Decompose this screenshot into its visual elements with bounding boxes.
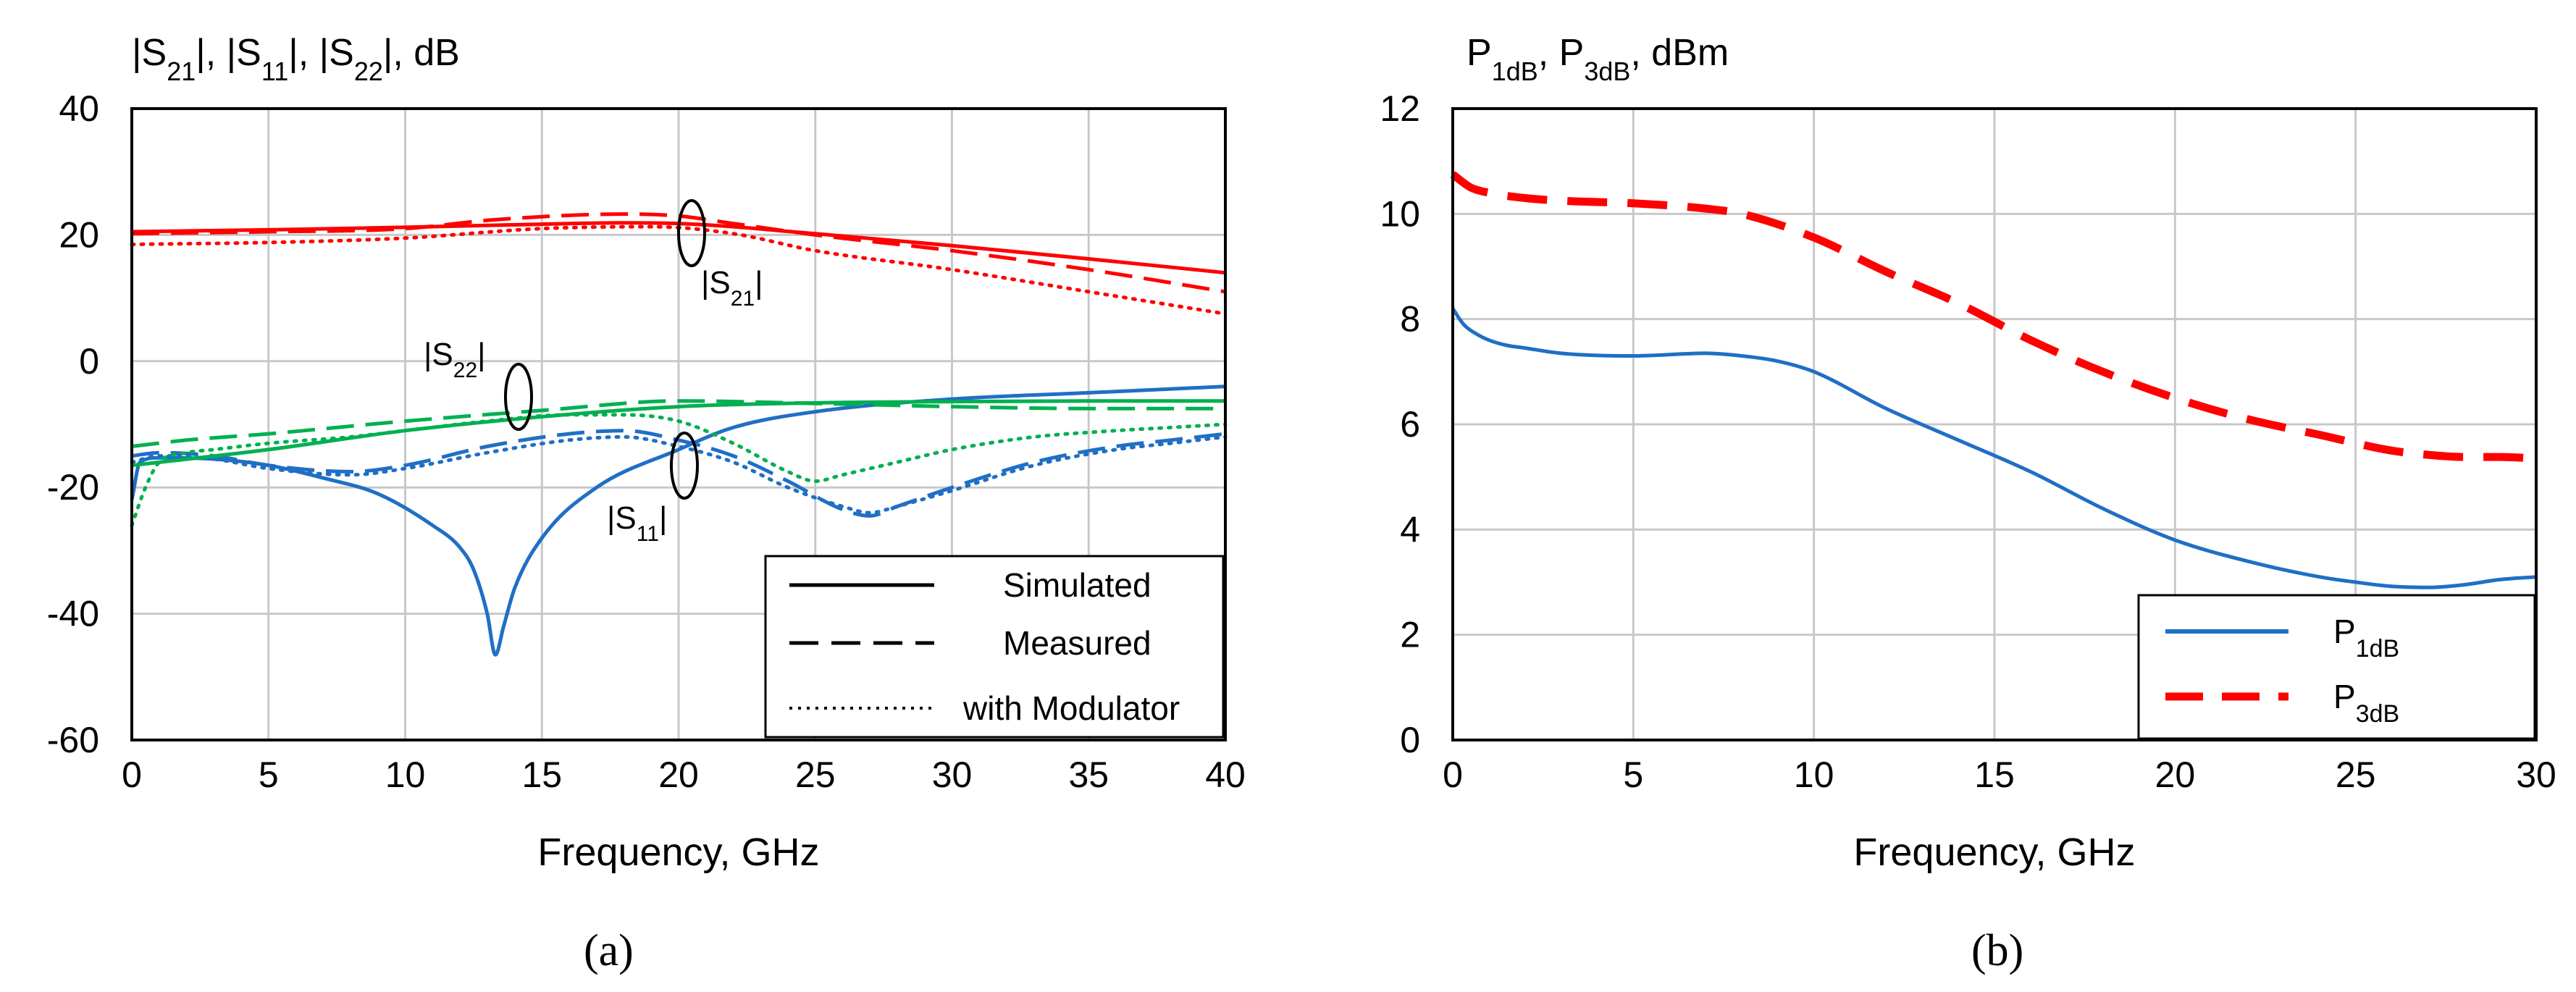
- x-tick-label: 0: [1443, 754, 1463, 795]
- panel-a-series: [130, 212, 1228, 657]
- y-tick-label: 2: [1400, 615, 1420, 655]
- panel-b-y-title: P1dB, P3dB, dBm: [1467, 32, 1729, 86]
- s22-annotation-ellipse: [504, 363, 533, 431]
- y-tick-label: 0: [79, 341, 99, 382]
- series-s11-with-modulator: [130, 434, 1228, 515]
- panel-a-gridlines: [132, 109, 1225, 740]
- x-tick-label: 30: [2516, 754, 2556, 795]
- y-tick-label: 10: [1380, 193, 1420, 234]
- s21-annotation-ellipse: [677, 199, 706, 267]
- x-tick-label: 5: [259, 754, 279, 795]
- panel-a-legend: Simulated Measured with Modulator: [764, 555, 1225, 739]
- x-tick-label: 20: [2155, 754, 2196, 795]
- panel-a-caption: (a): [584, 926, 634, 975]
- y-tick-label: 0: [1400, 720, 1420, 760]
- legend-measured-label: Measured: [1003, 624, 1151, 662]
- panel-a-chart: |S21|, |S11|, |S22|, dB 0 5 10 15 20 25 30 35 40…: [47, 32, 1246, 975]
- legend-p3db-label: P3dB: [2333, 678, 2399, 728]
- panel-a-y-title: |S21|, |S11|, |S22|, dB: [132, 32, 460, 86]
- y-tick-label: 40: [59, 88, 99, 129]
- panel-a-x-axis-label: Frequency, GHz: [537, 831, 819, 874]
- x-tick-label: 40: [1205, 754, 1246, 795]
- series-s21-with-modulator: [130, 224, 1228, 316]
- legend-with-modulator-label: with Modulator: [962, 689, 1180, 727]
- s11-annotation-ellipse: [670, 432, 699, 500]
- y-tick-label: 12: [1380, 88, 1420, 129]
- panel-b-tick-labels: 0 5 10 15 20 25 30 0 2 4 6 8 10 12: [1380, 88, 2556, 795]
- x-tick-label: 20: [658, 754, 699, 795]
- series-p3db: [1450, 171, 2537, 463]
- x-tick-label: 0: [122, 754, 142, 795]
- s21-annotation: |S21|: [701, 265, 763, 311]
- y-tick-label: 6: [1400, 404, 1420, 445]
- series-s21-measured: [131, 212, 1226, 294]
- series-s11-measured: [131, 429, 1226, 518]
- panel-a-tick-labels: 0 5 10 15 20 25 30 35 40 -60 -40 -20 0 20 40: [47, 88, 1246, 795]
- panel-b-legend-box: [2137, 594, 2536, 740]
- x-tick-label: 25: [795, 754, 836, 795]
- y-tick-label: 20: [59, 214, 99, 255]
- y-tick-label: -60: [47, 720, 99, 760]
- s11-annotation: |S11|: [607, 500, 667, 546]
- series-s22-measured: [131, 399, 1225, 448]
- x-tick-label: 30: [932, 754, 973, 795]
- series-p1db: [1451, 307, 2537, 589]
- x-tick-label: 15: [521, 754, 562, 795]
- x-tick-label: 15: [1974, 754, 2015, 795]
- panel-a-plot-frame: [130, 107, 1227, 741]
- legend-p1db-label: P1dB: [2333, 613, 2399, 663]
- x-tick-label: 25: [2336, 754, 2376, 795]
- panel-b-chart: P1dB, P3dB, dBm 0 5 10 15 20 25 30 0 2 4 6 8 10 12 Fr…: [1380, 32, 2556, 975]
- y-tick-label: -20: [47, 467, 99, 508]
- panel-b-plot-frame: [1451, 107, 2538, 741]
- legend-simulated-label: Simulated: [1003, 566, 1151, 604]
- panel-b-series: [1450, 171, 2537, 589]
- x-tick-label: 35: [1068, 754, 1109, 795]
- series-s22-with-modulator: [130, 413, 1228, 527]
- x-tick-label: 10: [385, 754, 426, 795]
- x-tick-label: 10: [1794, 754, 1834, 795]
- series-s22-simulated: [131, 399, 1225, 468]
- x-tick-label: 5: [1623, 754, 1643, 795]
- series-s21-simulated: [131, 221, 1226, 275]
- y-tick-label: 8: [1400, 299, 1420, 340]
- s22-annotation: |S22|: [424, 337, 486, 382]
- y-tick-label: 4: [1400, 509, 1420, 550]
- panel-b-x-axis-label: Frequency, GHz: [1853, 831, 2135, 874]
- panel-b-legend: P1dB P3dB: [2137, 594, 2536, 740]
- panel-b-caption: (b): [1971, 926, 2023, 975]
- y-tick-label: -40: [47, 594, 99, 634]
